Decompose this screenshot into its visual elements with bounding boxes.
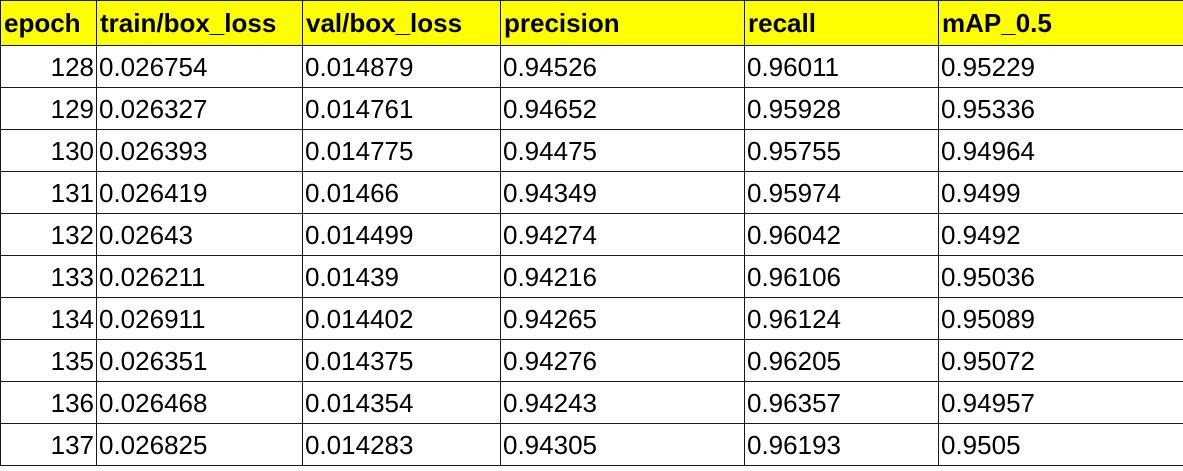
cell-val-box-loss[interactable]: 0.014499 [302, 213, 501, 256]
header-cell-precision[interactable]: precision [500, 0, 745, 46]
cell-train-box-loss[interactable]: 0.026825 [96, 423, 303, 466]
cell-val-box-loss[interactable]: 0.014761 [302, 87, 501, 130]
header-cell-train-box-loss[interactable]: train/box_loss [96, 0, 303, 46]
cell-precision[interactable]: 0.94243 [500, 381, 745, 424]
cell-epoch[interactable]: 128 [0, 45, 97, 88]
table-row: 133 0.026211 0.01439 0.94216 0.96106 0.95036 [0, 255, 1183, 298]
cell-map-0-5[interactable]: 0.94964 [938, 129, 1183, 172]
cell-precision[interactable]: 0.94276 [500, 339, 745, 382]
cell-map-0-5[interactable]: 0.94957 [938, 381, 1183, 424]
cell-train-box-loss[interactable]: 0.026911 [96, 297, 303, 340]
cell-epoch[interactable]: 131 [0, 171, 97, 214]
cell-recall[interactable]: 0.96106 [744, 255, 939, 298]
cell-map-0-5[interactable]: 0.95072 [938, 339, 1183, 382]
cell-recall[interactable]: 0.96124 [744, 297, 939, 340]
header-row: epoch train/box_loss val/box_loss precis… [0, 0, 1183, 46]
table-row: 131 0.026419 0.01466 0.94349 0.95974 0.9499 [0, 171, 1183, 214]
table-row: 132 0.02643 0.014499 0.94274 0.96042 0.9492 [0, 213, 1183, 256]
header-cell-epoch[interactable]: epoch [0, 0, 97, 46]
cell-epoch[interactable]: 136 [0, 381, 97, 424]
table-header: epoch train/box_loss val/box_loss precis… [0, 0, 1183, 46]
cell-precision[interactable]: 0.94349 [500, 171, 745, 214]
cell-epoch[interactable]: 135 [0, 339, 97, 382]
cell-val-box-loss[interactable]: 0.014375 [302, 339, 501, 382]
cell-val-box-loss[interactable]: 0.014283 [302, 423, 501, 466]
cell-recall[interactable]: 0.96042 [744, 213, 939, 256]
cell-epoch[interactable]: 134 [0, 297, 97, 340]
cell-val-box-loss[interactable]: 0.014879 [302, 45, 501, 88]
header-cell-recall[interactable]: recall [744, 0, 939, 46]
cell-train-box-loss[interactable]: 0.026211 [96, 255, 303, 298]
header-cell-val-box-loss[interactable]: val/box_loss [302, 0, 501, 46]
cell-map-0-5[interactable]: 0.9499 [938, 171, 1183, 214]
cell-train-box-loss[interactable]: 0.026327 [96, 87, 303, 130]
cell-map-0-5[interactable]: 0.95336 [938, 87, 1183, 130]
table-row: 130 0.026393 0.014775 0.94475 0.95755 0.94964 [0, 129, 1183, 172]
cell-map-0-5[interactable]: 0.95036 [938, 255, 1183, 298]
cell-val-box-loss[interactable]: 0.014402 [302, 297, 501, 340]
cell-precision[interactable]: 0.94305 [500, 423, 745, 466]
cell-precision[interactable]: 0.94475 [500, 129, 745, 172]
cell-precision[interactable]: 0.94526 [500, 45, 745, 88]
cell-train-box-loss[interactable]: 0.026754 [96, 45, 303, 88]
cell-map-0-5[interactable]: 0.9505 [938, 423, 1183, 466]
cell-recall[interactable]: 0.95928 [744, 87, 939, 130]
cell-map-0-5[interactable]: 0.95089 [938, 297, 1183, 340]
table-row: 128 0.026754 0.014879 0.94526 0.96011 0.95229 [0, 45, 1183, 88]
cell-epoch[interactable]: 130 [0, 129, 97, 172]
cell-val-box-loss[interactable]: 0.01466 [302, 171, 501, 214]
cell-recall[interactable]: 0.96205 [744, 339, 939, 382]
cell-train-box-loss[interactable]: 0.02643 [96, 213, 303, 256]
cell-epoch[interactable]: 137 [0, 423, 97, 466]
cell-train-box-loss[interactable]: 0.026351 [96, 339, 303, 382]
cell-precision[interactable]: 0.94265 [500, 297, 745, 340]
cell-train-box-loss[interactable]: 0.026468 [96, 381, 303, 424]
cell-val-box-loss[interactable]: 0.014775 [302, 129, 501, 172]
cell-precision[interactable]: 0.94216 [500, 255, 745, 298]
cell-recall[interactable]: 0.96011 [744, 45, 939, 88]
table-row: 136 0.026468 0.014354 0.94243 0.96357 0.94957 [0, 381, 1183, 424]
table-row: 135 0.026351 0.014375 0.94276 0.96205 0.95072 [0, 339, 1183, 382]
cell-precision[interactable]: 0.94652 [500, 87, 745, 130]
table-row: 129 0.026327 0.014761 0.94652 0.95928 0.95336 [0, 87, 1183, 130]
table-row: 134 0.026911 0.014402 0.94265 0.96124 0.95089 [0, 297, 1183, 340]
cell-train-box-loss[interactable]: 0.026419 [96, 171, 303, 214]
cell-map-0-5[interactable]: 0.95229 [938, 45, 1183, 88]
table-body: 128 0.026754 0.014879 0.94526 0.96011 0.95229… [0, 45, 1183, 466]
cell-val-box-loss[interactable]: 0.01439 [302, 255, 501, 298]
cell-precision[interactable]: 0.94274 [500, 213, 745, 256]
cell-epoch[interactable]: 133 [0, 255, 97, 298]
cell-epoch[interactable]: 132 [0, 213, 97, 256]
table-row: 137 0.026825 0.014283 0.94305 0.96193 0.9505 [0, 423, 1183, 466]
cell-train-box-loss[interactable]: 0.026393 [96, 129, 303, 172]
cell-recall[interactable]: 0.96357 [744, 381, 939, 424]
header-cell-map-0-5[interactable]: mAP_0.5 [938, 0, 1183, 46]
cell-val-box-loss[interactable]: 0.014354 [302, 381, 501, 424]
cell-map-0-5[interactable]: 0.9492 [938, 213, 1183, 256]
cell-recall[interactable]: 0.95974 [744, 171, 939, 214]
cell-recall[interactable]: 0.96193 [744, 423, 939, 466]
cell-recall[interactable]: 0.95755 [744, 129, 939, 172]
cell-epoch[interactable]: 129 [0, 87, 97, 130]
